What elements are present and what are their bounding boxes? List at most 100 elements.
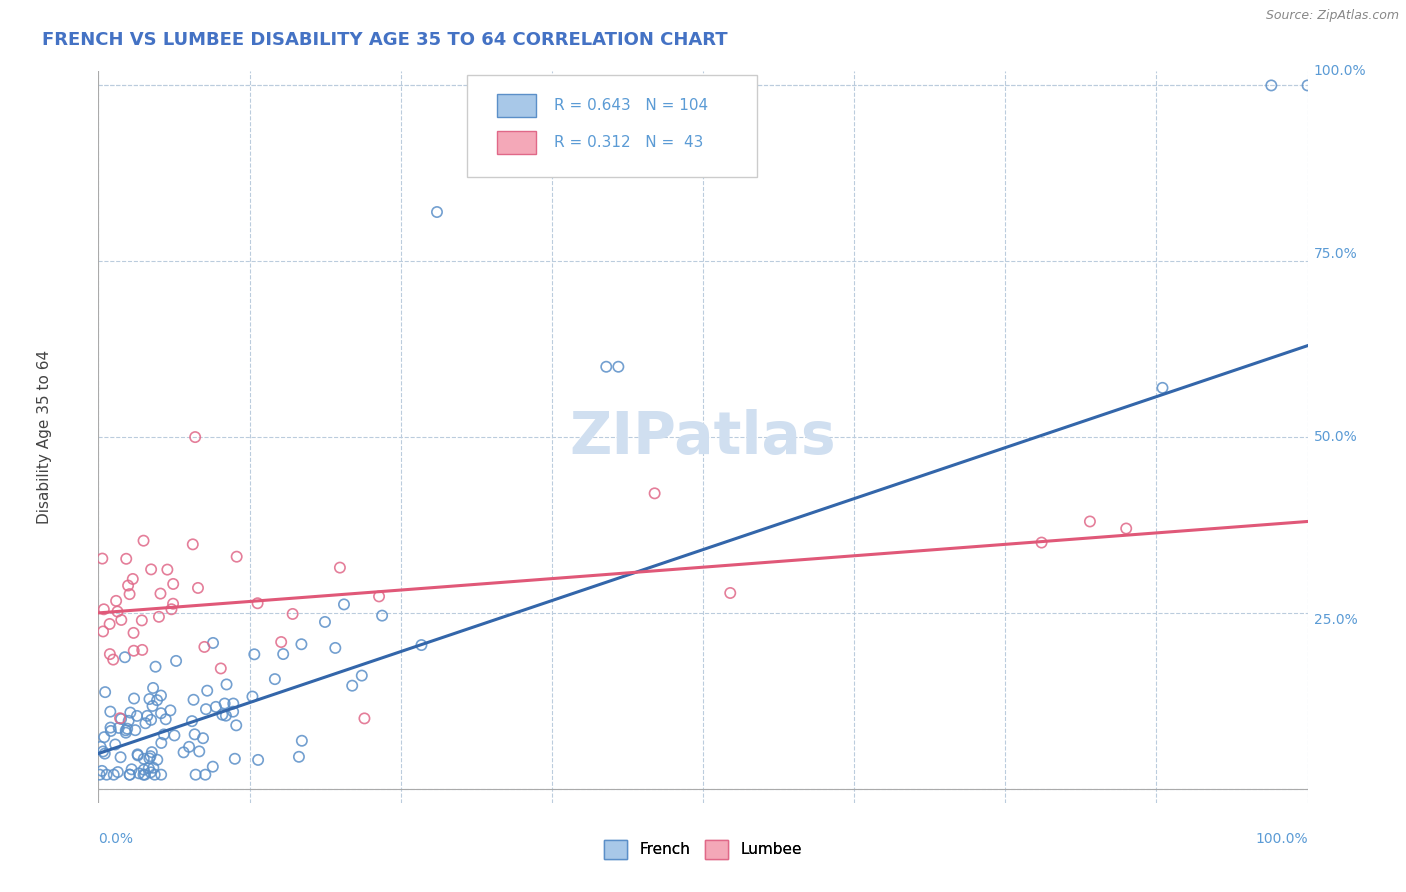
Point <box>644 486 666 500</box>
Text: Disability Age 35 to 64: Disability Age 35 to 64 <box>37 350 52 524</box>
Point <box>141 698 163 713</box>
Point <box>371 608 394 623</box>
Point <box>153 727 176 741</box>
Point <box>118 767 141 781</box>
Point <box>127 747 149 762</box>
Point <box>340 679 363 693</box>
Point <box>148 609 170 624</box>
Point <box>246 596 269 610</box>
Point <box>201 760 224 774</box>
Point <box>110 712 132 726</box>
Point <box>281 607 304 621</box>
Point <box>132 767 155 781</box>
Point <box>114 723 136 738</box>
Point <box>205 699 228 714</box>
Point <box>117 578 139 592</box>
Point <box>595 359 617 374</box>
Point <box>162 597 184 611</box>
Point <box>191 731 214 746</box>
Point <box>184 430 207 444</box>
Point <box>193 640 215 654</box>
Point <box>108 711 131 725</box>
Point <box>121 572 143 586</box>
Point <box>98 617 121 632</box>
Point <box>142 761 165 775</box>
Point <box>98 647 121 661</box>
Point <box>127 748 149 763</box>
Point <box>353 711 375 725</box>
Point <box>368 590 391 604</box>
Point <box>426 205 449 219</box>
Point <box>93 602 115 616</box>
Point <box>131 614 153 628</box>
Point <box>162 577 184 591</box>
Point <box>329 560 352 574</box>
Point <box>215 708 238 723</box>
Point <box>314 615 336 629</box>
Point <box>96 767 118 781</box>
Point <box>114 650 136 665</box>
Point <box>114 725 136 739</box>
Point <box>177 739 200 754</box>
Point <box>120 706 142 720</box>
Point <box>139 562 162 576</box>
Point <box>187 581 209 595</box>
Point <box>159 703 181 717</box>
Point <box>146 693 169 707</box>
Point <box>93 730 115 744</box>
Point <box>271 647 294 661</box>
Point <box>181 537 204 551</box>
Point <box>202 636 225 650</box>
Point <box>181 714 204 728</box>
Point <box>242 690 264 704</box>
Point <box>288 749 311 764</box>
Point <box>156 563 179 577</box>
Point <box>209 661 232 675</box>
Point <box>91 744 114 758</box>
Point <box>134 716 156 731</box>
Point <box>118 767 141 781</box>
Point <box>1260 78 1282 93</box>
Point <box>1115 522 1137 536</box>
Point <box>184 767 207 781</box>
Point <box>264 672 287 686</box>
Legend: French, Lumbee: French, Lumbee <box>598 834 808 864</box>
Point <box>94 747 117 761</box>
Text: R = 0.643   N = 104: R = 0.643 N = 104 <box>554 98 709 113</box>
Point <box>100 723 122 738</box>
Point <box>323 640 346 655</box>
Bar <box>498 94 536 118</box>
Point <box>215 677 238 691</box>
Point <box>139 749 162 764</box>
Point <box>141 745 163 759</box>
Text: R = 0.312   N =  43: R = 0.312 N = 43 <box>554 135 703 150</box>
Point <box>104 738 127 752</box>
Point <box>131 643 153 657</box>
Text: 0.0%: 0.0% <box>98 832 134 846</box>
Text: 100.0%: 100.0% <box>1313 64 1367 78</box>
Point <box>122 691 145 706</box>
Point <box>110 613 132 627</box>
Point <box>270 635 292 649</box>
Point <box>138 692 160 706</box>
Point <box>150 767 173 781</box>
Point <box>139 713 162 727</box>
Point <box>150 706 173 721</box>
Point <box>110 750 132 764</box>
Point <box>225 718 247 732</box>
Point <box>183 727 205 741</box>
Point <box>188 744 211 758</box>
Point <box>225 549 247 564</box>
Point <box>139 765 162 780</box>
Point <box>149 689 172 703</box>
Point <box>115 551 138 566</box>
Point <box>115 722 138 736</box>
Point <box>122 644 145 658</box>
Point <box>163 728 186 742</box>
Text: 25.0%: 25.0% <box>1313 613 1357 627</box>
Point <box>107 765 129 780</box>
Point <box>143 767 166 781</box>
Point <box>155 712 177 726</box>
Point <box>1296 78 1319 93</box>
Point <box>150 736 173 750</box>
